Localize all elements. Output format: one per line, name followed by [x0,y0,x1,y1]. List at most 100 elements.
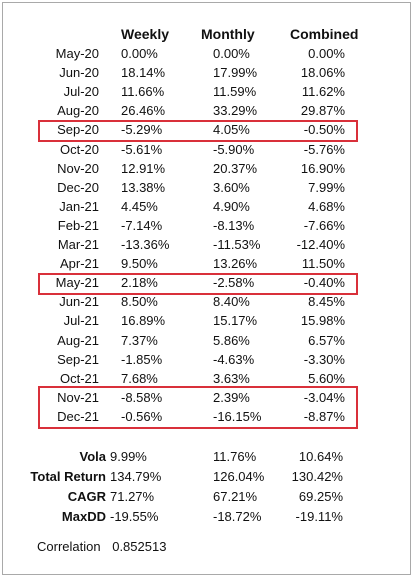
combined-cell: 6.57% [308,333,345,348]
stat-weekly: 134.79% [110,469,162,484]
monthly-cell: 13.26% [213,256,258,271]
table-row: Jan-21 4.45% 4.90% 4.68% [0,196,415,218]
combined-cell: 11.50% [301,256,345,271]
combined-cell: 8.45% [308,294,345,309]
month-cell: Jun-21 [59,294,99,309]
stat-row: MaxDD -19.55% -18.72% -19.11% [0,507,415,527]
stat-combined: -19.11% [295,509,343,524]
monthly-cell: -8.13% [213,218,255,233]
combined-cell: -5.76% [303,142,345,157]
stat-weekly: 9.99% [110,449,147,464]
combined-cell: 0.00% [308,46,345,61]
weekly-cell: 4.45% [121,199,158,214]
month-cell: Oct-20 [59,142,99,157]
combined-cell: -0.40% [303,275,345,290]
stat-monthly: 11.76% [213,449,257,464]
correlation-line: Correlation 0.852513 [37,537,166,557]
monthly-cell: 17.99% [213,65,258,80]
month-cell: Nov-20 [57,161,99,176]
table-row: Sep-20 -5.29% 4.05% -0.50% [0,119,415,141]
month-cell: Aug-20 [57,103,99,118]
monthly-cell: -2.58% [213,275,255,290]
table-row: Sep-21 -1.85% -4.63% -3.30% [0,349,415,371]
month-cell: Aug-21 [57,333,99,348]
month-cell: Dec-20 [57,180,99,195]
monthly-cell: 11.59% [213,84,257,99]
weekly-cell: 18.14% [121,65,166,80]
weekly-cell: 0.00% [121,46,158,61]
combined-cell: -12.40% [296,237,345,252]
monthly-cell: 5.86% [213,333,250,348]
month-cell: Oct-21 [59,371,99,386]
monthly-cell: -5.90% [213,142,255,157]
stat-label: MaxDD [61,509,106,524]
stat-combined: 130.42% [291,469,343,484]
weekly-cell: 7.68% [121,371,158,386]
stat-weekly: -19.55% [110,509,159,524]
combined-cell: -3.30% [303,352,345,367]
monthly-cell: 4.05% [213,122,250,137]
month-cell: Apr-21 [59,256,99,271]
table-row: May-20 0.00% 0.00% 0.00% [0,43,415,65]
correlation-value: 0.852513 [112,539,167,554]
monthly-cell: 3.60% [213,180,250,195]
weekly-cell: -5.29% [121,122,163,137]
weekly-cell: 11.66% [121,84,165,99]
table-frame [2,2,411,575]
monthly-cell: 8.40% [213,294,250,309]
monthly-cell: 2.39% [213,390,250,405]
monthly-cell: -4.63% [213,352,255,367]
weekly-cell: -8.58% [121,390,163,405]
monthly-cell: -11.53% [213,237,261,252]
combined-cell: 16.90% [300,161,345,176]
table-row: Nov-21 -8.58% 2.39% -3.04% [0,387,415,409]
combined-cell: -7.66% [303,218,345,233]
weekly-cell: -13.36% [121,237,170,252]
combined-cell: 11.62% [301,84,345,99]
month-cell: May-21 [55,275,99,290]
weekly-cell: -1.85% [121,352,163,367]
table-row: May-21 2.18% -2.58% -0.40% [0,272,415,294]
stat-monthly: 126.04% [213,469,265,484]
monthly-cell: 0.00% [213,46,250,61]
weekly-cell: -5.61% [121,142,163,157]
weekly-cell: 8.50% [121,294,158,309]
weekly-cell: 13.38% [121,180,166,195]
table-row: Jun-21 8.50% 8.40% 8.45% [0,291,415,313]
table-row: Aug-21 7.37% 5.86% 6.57% [0,330,415,352]
stat-combined: 69.25% [298,489,343,504]
table-row: Dec-21 -0.56% -16.15% -8.87% [0,406,415,428]
weekly-cell: -0.56% [121,409,163,424]
monthly-cell: 15.17% [213,313,258,328]
combined-cell: -8.87% [303,409,345,424]
month-cell: Dec-21 [57,409,99,424]
monthly-cell: 20.37% [213,161,258,176]
table-row: Apr-21 9.50% 13.26% 11.50% [0,253,415,275]
stat-label: CAGR [67,489,106,504]
month-cell: Feb-21 [57,218,99,233]
table-row: Jul-20 11.66% 11.59% 11.62% [0,81,415,103]
table-row: Nov-20 12.91% 20.37% 16.90% [0,158,415,180]
header-weekly: Weekly [121,26,169,42]
month-cell: Nov-21 [57,390,99,405]
combined-cell: 18.06% [300,65,345,80]
weekly-cell: -7.14% [121,218,163,233]
table-row: Jul-21 16.89% 15.17% 15.98% [0,310,415,332]
monthly-cell: 3.63% [213,371,250,386]
table-row: Aug-20 26.46% 33.29% 29.87% [0,100,415,122]
header-monthly: Monthly [201,26,255,42]
month-cell: Jul-20 [63,84,99,99]
month-cell: Sep-20 [57,122,99,137]
combined-cell: -0.50% [303,122,345,137]
table-row: Dec-20 13.38% 3.60% 7.99% [0,177,415,199]
table-row: Oct-21 7.68% 3.63% 5.60% [0,368,415,390]
month-cell: Jul-21 [63,313,99,328]
month-cell: Jan-21 [59,199,99,214]
monthly-cell: 33.29% [213,103,258,118]
weekly-cell: 16.89% [121,313,166,328]
weekly-cell: 26.46% [121,103,166,118]
table-row: Feb-21 -7.14% -8.13% -7.66% [0,215,415,237]
stat-row: Vola 9.99% 11.76% 10.64% [0,447,415,467]
stat-label: Vola [79,449,107,464]
table-row: Oct-20 -5.61% -5.90% -5.76% [0,139,415,161]
